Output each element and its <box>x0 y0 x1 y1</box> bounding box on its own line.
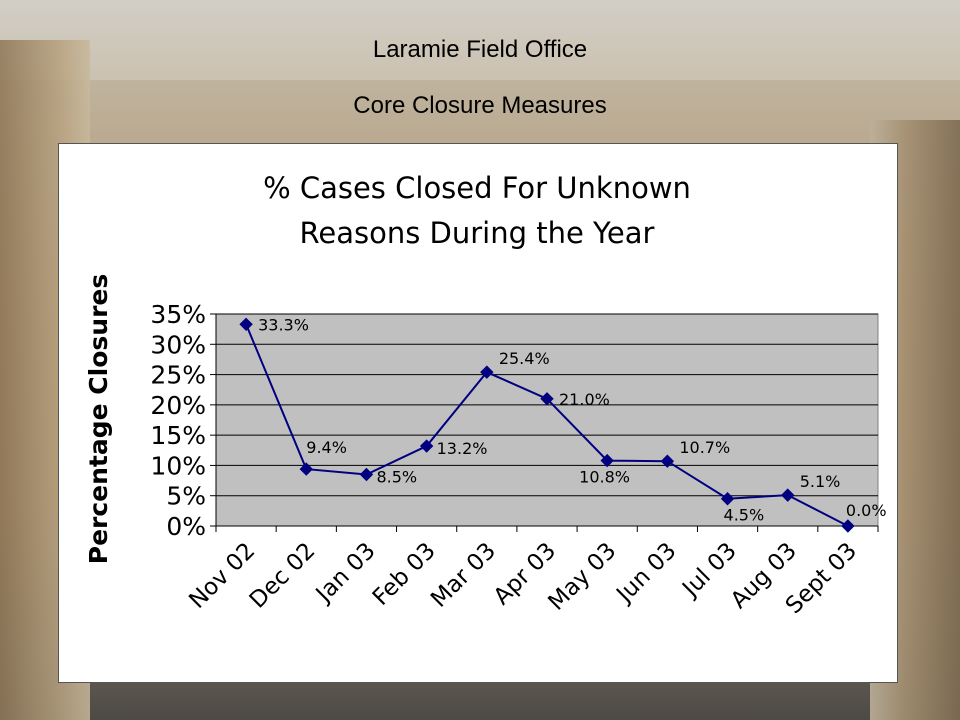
y-tick-label: 15% <box>150 421 206 450</box>
background-sky <box>0 0 960 80</box>
data-label: 21.0% <box>559 390 610 409</box>
x-tick-label: Jan 03 <box>310 538 381 609</box>
x-tick-label: Mar 03 <box>426 538 501 613</box>
y-tick-label: 20% <box>150 391 206 420</box>
data-point <box>781 488 795 502</box>
data-point <box>239 317 253 332</box>
y-tick-label: 5% <box>166 482 206 511</box>
page-title: Laramie Field Office <box>372 36 588 63</box>
data-label: 33.3% <box>258 315 309 334</box>
chart-panel: % Cases Closed For Unknown Reasons Durin… <box>58 143 898 683</box>
y-tick-label: 0% <box>166 512 206 541</box>
plot-background <box>215 313 879 527</box>
data-label: 8.5% <box>376 468 417 487</box>
data-point <box>600 453 614 468</box>
data-label: 5.1% <box>800 472 841 491</box>
data-label: 25.4% <box>499 349 550 368</box>
y-tick-label: 25% <box>150 361 206 390</box>
y-tick-label: 30% <box>150 330 206 359</box>
data-point <box>359 467 374 482</box>
chart-title-line-2: Reasons During the Year <box>300 216 655 250</box>
data-point <box>299 462 313 476</box>
y-tick-label: 35% <box>150 300 206 329</box>
page-subtitle: Core Closure Measures <box>353 92 607 119</box>
x-tick-label: Feb 03 <box>368 538 441 611</box>
data-point <box>540 392 554 406</box>
data-label: 10.7% <box>679 438 730 457</box>
y-axis-label: Percentage Closures <box>84 274 113 565</box>
y-tick-label: 10% <box>150 451 206 480</box>
data-label: 10.8% <box>579 468 630 487</box>
data-point <box>841 519 855 533</box>
data-point <box>720 492 735 506</box>
data-label: 4.5% <box>724 506 765 525</box>
data-label: 0.0% <box>846 501 887 520</box>
data-point <box>419 439 434 453</box>
line-chart: % Cases Closed For Unknown Reasons Durin… <box>84 171 887 619</box>
x-tick-label: Jun 03 <box>611 538 682 609</box>
data-point <box>480 365 494 379</box>
x-tick-label: Dec 02 <box>245 538 321 614</box>
chart-title-line-1: % Cases Closed For Unknown <box>263 171 691 205</box>
data-point <box>660 454 675 468</box>
x-tick-label: May 03 <box>544 538 622 616</box>
x-tick-label: Nov 02 <box>184 538 260 614</box>
data-label: 9.4% <box>306 438 347 457</box>
data-label: 13.2% <box>437 439 488 458</box>
